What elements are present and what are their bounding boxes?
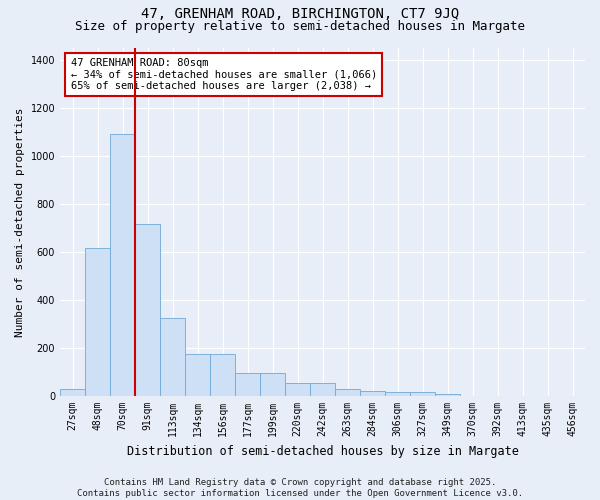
Y-axis label: Number of semi-detached properties: Number of semi-detached properties xyxy=(15,107,25,336)
Bar xyxy=(60,389,85,396)
Bar xyxy=(235,373,260,396)
Bar xyxy=(110,134,135,396)
X-axis label: Distribution of semi-detached houses by size in Margate: Distribution of semi-detached houses by … xyxy=(127,444,518,458)
Bar xyxy=(385,392,410,396)
Bar xyxy=(310,383,335,396)
Bar xyxy=(210,354,235,396)
Bar xyxy=(185,354,210,396)
Bar xyxy=(410,392,435,396)
Bar xyxy=(335,389,360,396)
Bar xyxy=(260,373,285,396)
Text: Contains HM Land Registry data © Crown copyright and database right 2025.
Contai: Contains HM Land Registry data © Crown c… xyxy=(77,478,523,498)
Bar xyxy=(285,383,310,396)
Bar xyxy=(160,318,185,396)
Bar xyxy=(135,224,160,396)
Text: 47 GRENHAM ROAD: 80sqm
← 34% of semi-detached houses are smaller (1,066)
65% of : 47 GRENHAM ROAD: 80sqm ← 34% of semi-det… xyxy=(71,58,377,91)
Bar xyxy=(435,394,460,396)
Bar xyxy=(85,248,110,396)
Text: 47, GRENHAM ROAD, BIRCHINGTON, CT7 9JQ: 47, GRENHAM ROAD, BIRCHINGTON, CT7 9JQ xyxy=(141,8,459,22)
Text: Size of property relative to semi-detached houses in Margate: Size of property relative to semi-detach… xyxy=(75,20,525,33)
Bar xyxy=(360,391,385,396)
